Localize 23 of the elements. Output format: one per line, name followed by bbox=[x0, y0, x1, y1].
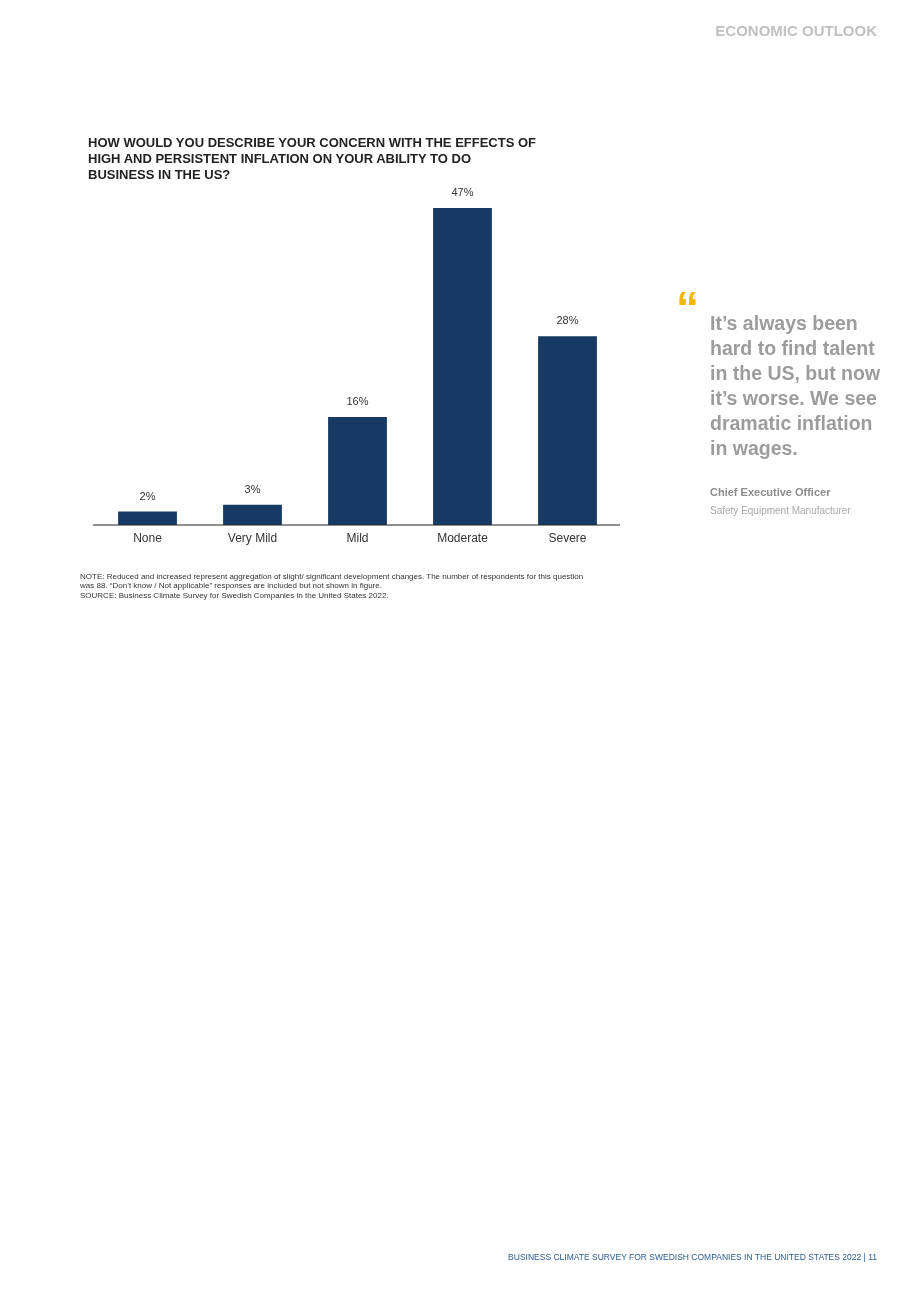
x-tick-label: None bbox=[133, 531, 163, 545]
x-tick-label: Very Mild bbox=[227, 531, 278, 545]
text: Chief Executive Officer bbox=[710, 486, 832, 498]
text: NOTE: Reduced and increased represent aggregation of slight/ significant development changes. The number of respondents for this question was 88. “Don’t know / Not applicable” responses are included but not shown in figure. bbox=[79, 572, 584, 590]
bar bbox=[223, 504, 282, 525]
x-tick-label: Moderate bbox=[437, 531, 489, 545]
text: ECONOMIC OUTLOOK bbox=[715, 22, 878, 39]
bar bbox=[433, 208, 492, 525]
data-label: 47% bbox=[451, 186, 474, 198]
x-tick-label: Severe bbox=[548, 531, 587, 545]
text: Safety Equipment Manufacturer bbox=[710, 505, 852, 516]
text: BUSINESS CLIMATE SURVEY FOR SWEDISH COMPANIES IN THE UNITED STATES 2022 | 11 bbox=[508, 1252, 878, 1262]
x-tick-label: Mild bbox=[346, 531, 369, 545]
chart-title: HOW WOULD YOU DESCRIBE YOUR CONCERN WITH THE EFFECTS OF HIGH AND PERSISTENT INFLATION ON YOUR ABILITY TO DO BUSINESS IN THE US? bbox=[88, 135, 537, 182]
bar bbox=[538, 336, 597, 525]
data-label: 16% bbox=[346, 395, 369, 408]
text: It’s always been hard to find talent in the US, but now it’s worse. We see dramatic inflation in wages. bbox=[710, 312, 881, 459]
source-note: SOURCE: Business Climate Survey for Swedish Companies in the United States 2022. bbox=[80, 591, 389, 600]
data-label: 2% bbox=[139, 489, 156, 502]
data-label: 28% bbox=[556, 314, 579, 327]
bar bbox=[328, 417, 387, 525]
data-label: 3% bbox=[244, 482, 261, 495]
text: “ bbox=[676, 282, 699, 334]
